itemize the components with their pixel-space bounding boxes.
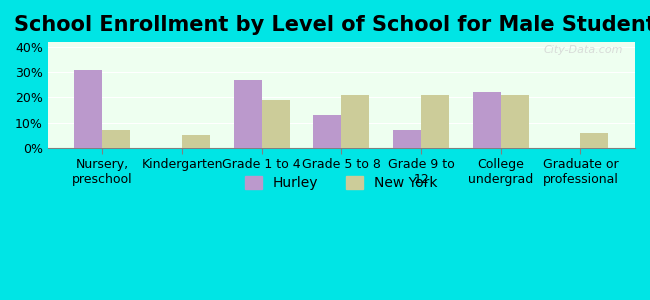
- Title: School Enrollment by Level of School for Male Students: School Enrollment by Level of School for…: [14, 15, 650, 35]
- Bar: [313, 115, 341, 148]
- Bar: [102, 130, 130, 148]
- Bar: [262, 100, 289, 148]
- Bar: [580, 133, 608, 148]
- Legend: Hurley, New York: Hurley, New York: [240, 171, 443, 196]
- Bar: [75, 70, 102, 148]
- Bar: [341, 95, 369, 148]
- Bar: [421, 95, 449, 148]
- Bar: [500, 95, 528, 148]
- Bar: [473, 92, 501, 148]
- Bar: [393, 130, 421, 148]
- Text: City-Data.com: City-Data.com: [544, 45, 623, 55]
- Bar: [182, 135, 210, 148]
- Bar: [234, 80, 262, 148]
